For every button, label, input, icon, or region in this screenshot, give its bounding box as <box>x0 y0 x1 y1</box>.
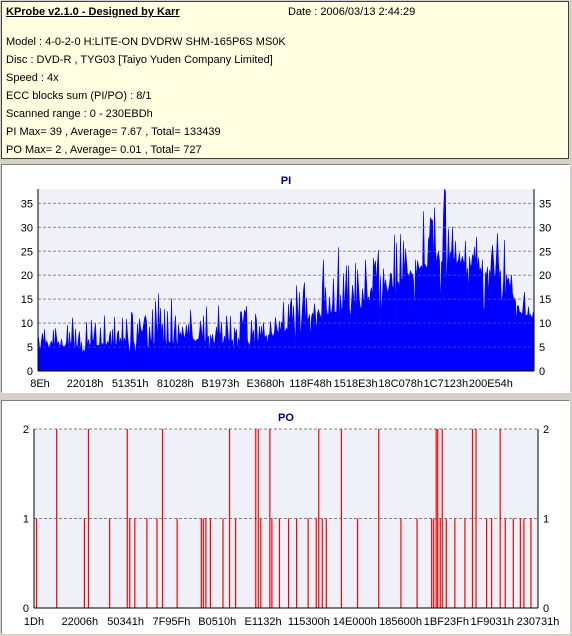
y-tick-label-left: 10 <box>21 318 33 330</box>
y-tick-label-right: 2 <box>543 424 549 436</box>
x-tick-label: 1C7123h <box>423 378 468 390</box>
x-tick-label: 50341h <box>107 616 144 628</box>
disc-line: Disc : DVD-R , TYG03 [Taiyo Yuden Compan… <box>6 54 273 66</box>
range-line: Scanned range : 0 - 230EBDh <box>6 108 153 120</box>
y-tick-label-right: 30 <box>539 222 551 234</box>
y-tick-label-left: 0 <box>27 366 33 378</box>
y-tick-label-right: 1 <box>543 514 549 526</box>
x-tick-label: 1BF23Fh <box>424 616 469 628</box>
y-tick-label-right: 35 <box>539 198 551 210</box>
x-tick-label: 7F95Fh <box>152 616 190 628</box>
pi-summary-line: PI Max= 39 , Average= 7.67 , Total= 1334… <box>6 126 221 138</box>
x-tick-label: B0510h <box>198 616 236 628</box>
model-line: Model : 4-0-2-0 H:LITE-ON DVDRW SHM-165P… <box>6 36 286 48</box>
y-tick-label-right: 0 <box>539 366 545 378</box>
x-tick-label: 118F48h <box>289 378 332 390</box>
po-chart-panel: PO 0 0 1 1 2 2 1Dh 22006h 50341h 7F95Fh B0510h E1132… <box>1 400 570 634</box>
ecc-line: ECC blocks sum (PI/PO) : 8/1 <box>6 90 152 102</box>
x-tick-label: 1Dh <box>24 616 44 628</box>
y-tick-label-left: 2 <box>23 424 29 436</box>
x-tick-label: 51351h <box>112 378 149 390</box>
y-tick-label-left: 0 <box>23 603 29 615</box>
app-title: KProbe v2.1.0 - Designed by Karr <box>6 6 180 18</box>
po-chart: PO 0 0 1 1 2 2 1Dh 22006h 50341h 7F95Fh B0510h E1132… <box>23 412 560 628</box>
x-tick-label: E3680h <box>246 378 284 390</box>
y-tick-label-left: 20 <box>21 270 33 282</box>
scan-date: Date : 2006/03/13 2:44:29 <box>288 6 416 18</box>
y-tick-label-right: 15 <box>539 294 551 306</box>
y-tick-label-left: 5 <box>27 342 33 354</box>
y-tick-label-left: 35 <box>21 198 33 210</box>
y-tick-label-left: 30 <box>21 222 33 234</box>
y-tick-label-left: 15 <box>21 294 33 306</box>
speed-line: Speed : 4x <box>6 72 59 84</box>
x-tick-label: 14E000h <box>333 616 377 628</box>
y-tick-label-right: 0 <box>543 603 549 615</box>
x-tick-label: 230731h <box>517 616 560 628</box>
pi-chart: PI 0 0 5 5 10 10 15 15 20 20 25 25 30 30 35 35 8Eh 22018h 5… <box>21 175 552 390</box>
x-tick-label: 1518E3h <box>334 378 378 390</box>
x-tick-label: 200E54h <box>469 378 513 390</box>
y-tick-label-right: 5 <box>539 342 545 354</box>
x-tick-label: 185600h <box>379 616 422 628</box>
x-tick-label: 8Eh <box>30 378 50 390</box>
po-chart-title: PO <box>278 412 294 424</box>
y-tick-label-left: 1 <box>23 514 29 526</box>
x-tick-label: 115300h <box>288 616 330 628</box>
y-tick-label-right: 25 <box>539 246 551 258</box>
po-summary-line: PO Max= 2 , Average= 0.01 , Total= 727 <box>6 144 202 156</box>
pi-chart-panel: PI 0 0 5 5 10 10 15 15 20 20 25 25 30 30 35 35 8Eh 22018h 5… <box>1 164 570 393</box>
pi-chart-title: PI <box>281 175 291 187</box>
x-tick-label: 22006h <box>61 616 98 628</box>
x-tick-label: E1132h <box>245 616 282 628</box>
x-tick-label: 22018h <box>67 378 104 390</box>
x-tick-label: B1973h <box>201 378 239 390</box>
y-tick-label-right: 10 <box>539 318 551 330</box>
pi-series-area <box>37 188 535 372</box>
y-tick-label-left: 25 <box>21 246 33 258</box>
y-tick-label-right: 20 <box>539 270 551 282</box>
x-tick-label: 1F9031h <box>470 616 513 628</box>
info-panel: KProbe v2.1.0 - Designed by Karr Date : … <box>1 1 569 159</box>
x-tick-label: 81028h <box>157 378 194 390</box>
x-tick-label: 18C078h <box>378 378 423 390</box>
